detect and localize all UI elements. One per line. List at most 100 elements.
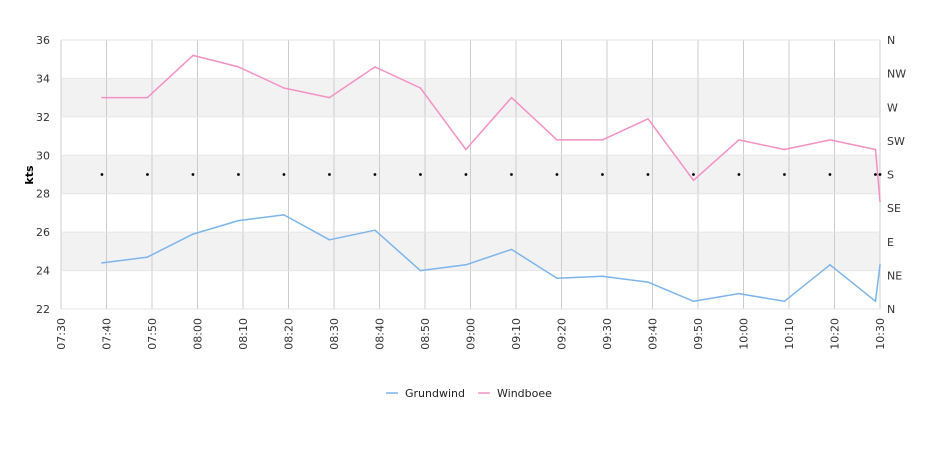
x-tick-label: 10:20	[829, 318, 842, 350]
x-tick-label: 07:30	[55, 318, 68, 350]
right-axis-label: S	[887, 169, 894, 182]
data-point	[328, 239, 331, 241]
x-tick-label: 10:00	[738, 318, 751, 350]
direction-marker	[146, 173, 149, 176]
direction-marker	[237, 173, 240, 176]
x-tick-label: 09:50	[692, 318, 705, 350]
x-tick-label: 10:10	[783, 318, 796, 350]
y-axis-ticks: 22 24 26 28 30 32 34 36	[36, 34, 50, 316]
direction-marker	[737, 173, 741, 176]
y-axis-title: kts	[23, 165, 36, 185]
direction-marker	[191, 173, 195, 176]
data-point	[510, 96, 513, 99]
direction-marker	[100, 173, 104, 176]
right-axis-label: NE	[887, 269, 902, 282]
data-point	[556, 277, 558, 280]
data-point	[283, 87, 285, 89]
direction-marker	[555, 173, 559, 176]
y-tick-label: 30	[36, 149, 50, 162]
data-point	[192, 233, 194, 235]
data-point	[237, 219, 240, 222]
x-tick-label: 07:50	[146, 318, 159, 350]
data-point	[374, 66, 376, 68]
direction-marker	[328, 173, 331, 176]
data-point	[829, 139, 831, 141]
x-tick-label: 08:30	[328, 318, 341, 350]
data-point	[374, 229, 376, 232]
y-tick-label: 28	[36, 188, 50, 201]
direction-marker	[601, 173, 604, 176]
vertical-gridlines	[60, 40, 881, 309]
data-point	[465, 148, 467, 151]
legend-label: Grundwind	[405, 387, 465, 400]
series-layer	[101, 54, 881, 303]
x-tick-label: 10:30	[874, 318, 887, 350]
y-tick-label: 32	[36, 111, 50, 124]
x-tick-label: 09:00	[465, 318, 478, 350]
data-point	[874, 300, 877, 303]
right-axis-label: W	[887, 101, 898, 114]
data-point	[783, 300, 786, 303]
data-point	[738, 139, 740, 141]
legend-item-grundwind[interactable]: Grundwind	[386, 387, 465, 400]
direction-marker	[646, 173, 650, 176]
right-axis-ticks: N NE E SE S SW W NW N	[887, 34, 906, 316]
data-point	[328, 96, 331, 99]
legend: Grundwind Windboee	[386, 387, 552, 400]
legend-label: Windboee	[497, 387, 552, 400]
y-tick-label: 24	[36, 265, 50, 278]
x-tick-label: 09:30	[601, 318, 614, 350]
data-point	[879, 200, 881, 203]
data-point	[601, 275, 604, 278]
y-tick-label: 26	[36, 226, 50, 239]
data-point	[738, 292, 740, 295]
direction-marker	[692, 173, 695, 176]
x-tick-label: 09:40	[647, 318, 660, 350]
x-axis-ticks: 07:30 07:40 07:50 08:00 08:10 08:20 08:30 08:40…	[55, 318, 887, 350]
data-point	[783, 148, 786, 151]
right-axis-label: E	[887, 236, 894, 249]
data-point	[692, 179, 695, 182]
direction-marker	[874, 173, 877, 176]
data-point	[601, 139, 604, 141]
data-point	[101, 96, 103, 99]
data-point	[874, 148, 877, 151]
x-tick-label: 08:40	[374, 318, 387, 350]
direction-marker	[828, 173, 832, 176]
right-axis-label: SW	[887, 135, 905, 148]
right-axis-label: SE	[887, 202, 901, 215]
x-tick-label: 08:20	[283, 318, 296, 350]
direction-markers	[100, 173, 882, 176]
x-tick-label: 08:50	[419, 318, 432, 350]
data-point	[465, 264, 467, 266]
x-tick-label: 08:10	[237, 318, 250, 350]
direction-marker	[878, 173, 882, 176]
direction-marker	[373, 173, 377, 176]
right-axis-label: N	[887, 303, 895, 316]
direction-marker	[464, 173, 468, 176]
y-tick-label: 36	[36, 34, 50, 47]
y-tick-label: 34	[36, 72, 50, 85]
data-point	[283, 214, 285, 216]
data-point	[647, 281, 649, 283]
x-tick-label: 08:00	[192, 318, 205, 350]
x-tick-label: 07:40	[101, 318, 114, 350]
x-tick-label: 09:20	[556, 318, 569, 350]
direction-marker	[510, 173, 513, 176]
direction-marker	[282, 173, 286, 176]
data-point	[647, 117, 649, 120]
data-point	[146, 96, 149, 99]
data-point	[510, 248, 513, 251]
data-point	[879, 264, 881, 266]
direction-marker	[419, 173, 422, 176]
data-point	[419, 87, 422, 89]
right-axis-label: N	[887, 34, 895, 47]
data-point	[101, 262, 103, 264]
data-point	[146, 256, 149, 258]
data-point	[237, 66, 240, 68]
data-point	[829, 264, 831, 266]
data-point	[192, 54, 194, 57]
right-axis-label: NW	[887, 68, 906, 81]
legend-item-windboee[interactable]: Windboee	[478, 387, 552, 400]
data-point	[692, 300, 695, 303]
